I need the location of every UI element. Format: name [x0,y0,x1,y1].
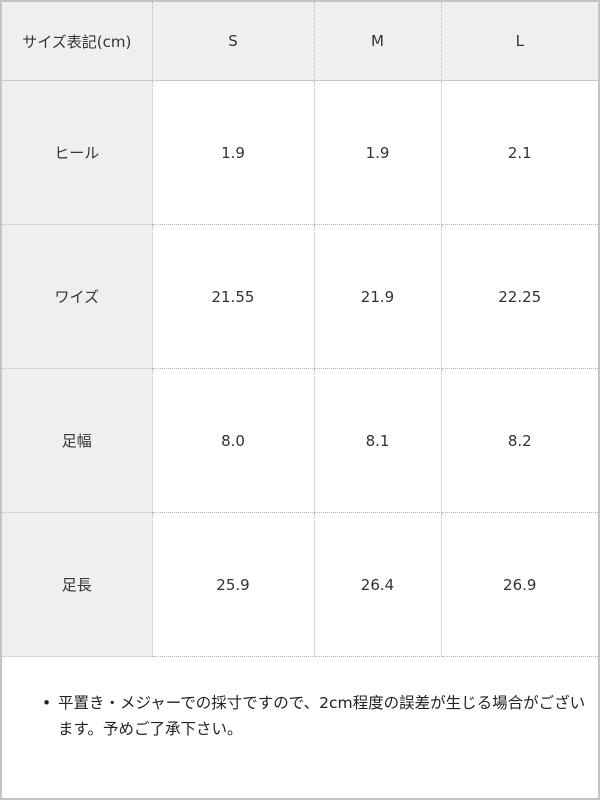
cell-value: 25.9 [152,512,315,657]
table-row: ヒール 1.9 1.9 2.1 [2,80,598,225]
cell-value: 1.9 [152,80,315,225]
row-label: ヒール [2,80,153,225]
cell-value: 21.9 [314,224,442,369]
header-size-label: サイズ表記(cm) [2,2,153,81]
note-text: 平置き・メジャーでの採寸ですので、2cm程度の誤差が生じる場合がございます。予め… [58,694,586,738]
header-size-s: S [152,2,315,81]
cell-value: 26.9 [441,512,598,657]
row-label: ワイズ [2,224,153,369]
cell-value: 8.2 [441,368,598,513]
cell-value: 1.9 [314,80,442,225]
cell-value: 26.4 [314,512,442,657]
table-header-row: サイズ表記(cm) S M L [2,2,598,81]
cell-value: 22.25 [441,224,598,369]
cell-value: 2.1 [441,80,598,225]
table-row: ワイズ 21.55 21.9 22.25 [2,224,598,369]
table-row: 足幅 8.0 8.1 8.2 [2,368,598,513]
table-row: 足長 25.9 26.4 26.9 [2,512,598,657]
header-size-l: L [441,2,598,81]
bullet-icon: • [42,694,52,712]
row-label: 足長 [2,512,153,657]
note-item: • 平置き・メジャーでの採寸ですので、2cm程度の誤差が生じる場合がございます。… [42,690,598,742]
cell-value: 8.1 [314,368,442,513]
header-size-m: M [314,2,442,81]
cell-value: 21.55 [152,224,315,369]
size-table: サイズ表記(cm) S M L ヒール 1.9 1.9 2.1 ワイズ 21.5… [2,2,598,657]
measurement-note: • 平置き・メジャーでの採寸ですので、2cm程度の誤差が生じる場合がございます。… [42,690,598,742]
cell-value: 8.0 [152,368,315,513]
row-label: 足幅 [2,368,153,513]
